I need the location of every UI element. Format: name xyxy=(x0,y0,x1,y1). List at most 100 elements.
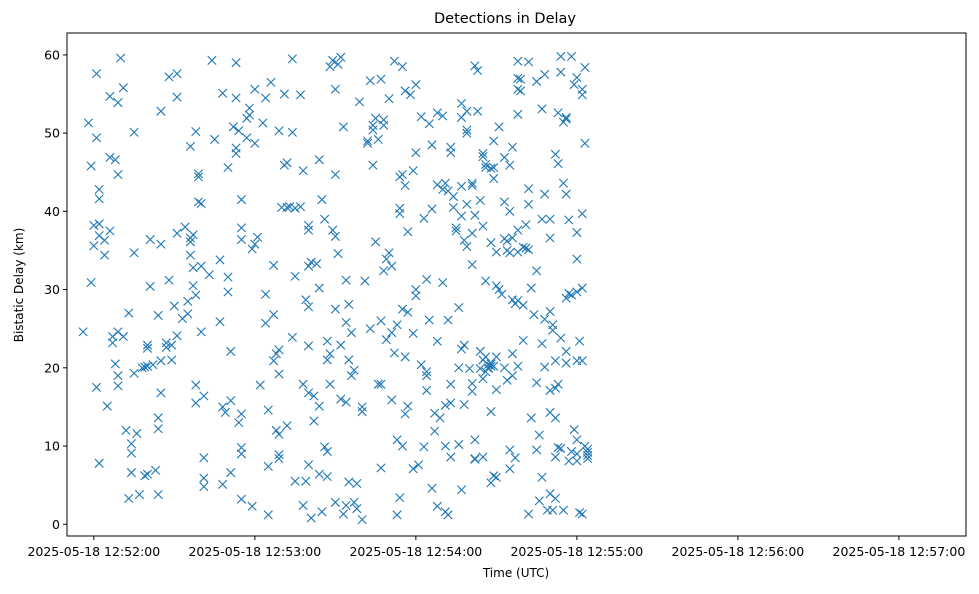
data-point-x-marker xyxy=(153,489,163,500)
data-point-x-marker xyxy=(236,409,247,419)
data-point-x-marker xyxy=(395,209,405,219)
data-point-x-marker xyxy=(518,335,528,346)
data-point-x-marker xyxy=(507,349,518,359)
data-point-x-marker xyxy=(346,371,357,381)
data-point-x-marker xyxy=(172,228,182,238)
data-point-x-marker xyxy=(395,493,405,503)
data-point-x-marker xyxy=(572,254,582,264)
y-axis-label: Bistatic Delay (km) xyxy=(12,228,26,343)
data-point-x-marker xyxy=(148,360,158,370)
data-point-x-marker xyxy=(462,128,472,138)
data-point-x-marker xyxy=(191,290,201,300)
data-point-x-marker xyxy=(279,89,289,99)
data-point-x-marker xyxy=(580,62,590,73)
data-point-x-marker xyxy=(572,435,582,445)
data-point-x-marker xyxy=(108,338,118,348)
data-point-x-marker xyxy=(242,133,252,143)
data-point-x-marker xyxy=(561,189,571,199)
data-point-x-marker xyxy=(505,160,515,170)
data-point-x-marker xyxy=(564,215,574,225)
data-point-x-marker xyxy=(218,402,228,412)
data-point-x-marker xyxy=(357,402,367,412)
data-point-x-marker xyxy=(344,299,354,310)
data-point-x-marker xyxy=(475,364,485,374)
data-point-x-marker xyxy=(322,471,332,482)
data-point-x-marker xyxy=(271,425,281,435)
data-point-x-marker xyxy=(349,365,359,375)
data-point-x-marker xyxy=(354,97,365,107)
x-tick-label: 2025-05-18 12:52:00 xyxy=(27,544,160,559)
data-point-x-marker xyxy=(540,362,550,372)
data-point-x-marker xyxy=(580,138,590,148)
data-point-x-marker xyxy=(379,266,389,276)
data-point-x-marker xyxy=(330,231,340,241)
data-point-x-marker xyxy=(218,479,228,489)
data-point-x-marker xyxy=(422,371,432,381)
data-point-x-marker xyxy=(376,316,386,326)
data-point-x-marker xyxy=(510,453,520,463)
data-point-x-marker xyxy=(481,352,491,362)
data-point-x-marker xyxy=(322,446,332,457)
data-point-x-marker xyxy=(266,77,276,87)
data-point-x-marker xyxy=(156,106,166,116)
data-point-x-marker xyxy=(502,236,512,246)
data-point-x-marker xyxy=(561,293,571,303)
data-point-x-marker xyxy=(515,86,526,96)
data-point-x-marker xyxy=(397,441,408,451)
data-point-x-marker xyxy=(389,56,399,66)
data-point-x-marker xyxy=(314,401,324,411)
data-point-x-marker xyxy=(521,220,531,230)
data-point-x-marker xyxy=(153,413,163,423)
data-point-x-marker xyxy=(86,161,96,171)
data-point-x-marker xyxy=(244,103,255,113)
data-point-x-marker xyxy=(303,261,314,271)
data-point-x-marker xyxy=(572,227,582,238)
data-point-x-marker xyxy=(285,202,295,212)
data-point-x-marker xyxy=(320,442,330,452)
data-point-x-marker xyxy=(483,363,493,373)
data-point-x-marker xyxy=(301,295,311,305)
data-point-x-marker xyxy=(236,234,247,245)
data-point-x-marker xyxy=(379,120,389,130)
data-point-x-marker xyxy=(220,407,230,417)
data-point-x-marker xyxy=(199,453,209,463)
data-point-x-marker xyxy=(507,233,518,243)
data-point-x-marker xyxy=(113,98,123,108)
data-point-x-marker xyxy=(486,361,496,371)
data-point-x-marker xyxy=(422,367,432,377)
data-point-x-marker xyxy=(290,271,300,281)
data-point-x-marker xyxy=(381,335,391,345)
data-point-x-marker xyxy=(497,289,507,299)
data-point-x-marker xyxy=(252,232,263,242)
data-point-x-marker xyxy=(413,460,424,470)
data-point-x-marker xyxy=(467,178,477,188)
data-point-x-marker xyxy=(365,324,375,334)
data-point-x-marker xyxy=(545,214,555,224)
data-point-x-marker xyxy=(537,104,547,114)
data-point-x-marker xyxy=(387,261,397,271)
data-point-x-marker xyxy=(438,277,448,288)
data-point-x-marker xyxy=(236,494,247,504)
data-point-x-marker xyxy=(110,359,120,369)
data-point-x-marker xyxy=(467,259,477,270)
data-point-x-marker xyxy=(446,379,456,389)
data-point-x-marker xyxy=(344,477,354,487)
data-point-x-marker xyxy=(513,225,523,235)
data-point-x-marker xyxy=(548,505,558,515)
data-point-x-marker xyxy=(126,468,136,478)
data-point-x-marker xyxy=(258,118,268,128)
data-point-x-marker xyxy=(550,493,561,504)
data-point-x-marker xyxy=(303,225,314,235)
data-point-x-marker xyxy=(311,259,322,269)
data-point-x-marker xyxy=(118,331,128,342)
data-point-x-marker xyxy=(545,233,555,243)
data-point-x-marker xyxy=(446,148,456,158)
data-point-x-marker xyxy=(330,304,340,314)
data-point-x-marker xyxy=(167,355,177,365)
data-point-x-marker xyxy=(454,439,464,450)
data-point-x-marker xyxy=(478,374,488,384)
data-points xyxy=(78,51,593,525)
data-point-x-marker xyxy=(481,276,491,286)
data-point-x-marker xyxy=(392,510,402,520)
data-point-x-marker xyxy=(172,69,182,79)
